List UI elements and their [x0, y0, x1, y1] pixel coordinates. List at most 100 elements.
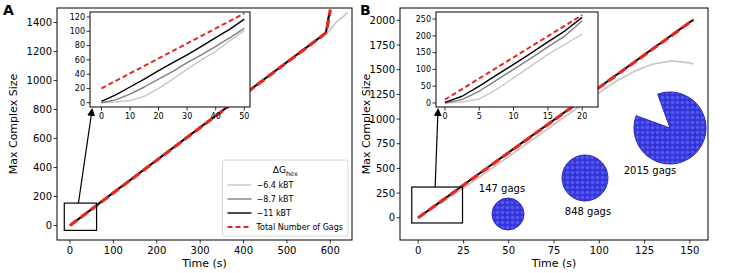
- y-tick-label: 100: [70, 27, 85, 36]
- legend-title-main: ΔG: [273, 165, 286, 175]
- y-tick-label: 2000: [370, 15, 395, 26]
- x-tick: [689, 240, 690, 244]
- legend: ΔGhex−6.4 kBT−8.7 kBT−11 kBTTotal Number…: [222, 160, 348, 236]
- y-tick-label: 1750: [370, 40, 395, 51]
- x-tick-label: 30: [182, 112, 192, 121]
- y-tick-label: 1500: [370, 64, 395, 75]
- legend-swatch: [227, 184, 251, 185]
- x-tick: [286, 240, 287, 244]
- x-tick: [200, 240, 201, 244]
- x-tick: [418, 240, 419, 244]
- y-tick-label: 1200: [27, 46, 52, 57]
- x-tick-label: 150: [680, 245, 699, 256]
- chart-3: 05101520050100150200250: [416, 12, 598, 121]
- legend-swatch: [227, 212, 251, 213]
- series-line: [445, 15, 582, 100]
- y-tick: [54, 225, 58, 226]
- zoom-box: [64, 203, 96, 230]
- y-tick-label: 600: [33, 133, 52, 144]
- x-tick-label: 0: [99, 112, 104, 121]
- chart-1: 01020304050020406080100120: [70, 12, 250, 121]
- y-tick-label: 1400: [27, 17, 52, 28]
- y-tick: [87, 31, 91, 32]
- y-tick: [397, 193, 401, 194]
- x-tick-label: 20: [153, 112, 163, 121]
- legend-swatch: [227, 198, 251, 199]
- x-tick-label: 25: [457, 245, 470, 256]
- x-tick: [101, 107, 102, 111]
- x-axis-label: Time (s): [531, 257, 577, 270]
- x-tick: [554, 240, 555, 244]
- x-tick: [130, 107, 131, 111]
- y-tick-label: 800: [33, 104, 52, 115]
- panel-title: B: [360, 2, 371, 18]
- legend-box: [222, 160, 348, 236]
- x-tick: [158, 107, 159, 111]
- x-tick-label: 100: [104, 245, 123, 256]
- y-tick-label: 20: [75, 84, 85, 93]
- legend-title-sub: hex: [286, 170, 298, 178]
- y-tick: [397, 119, 401, 120]
- y-tick-label: 1250: [370, 89, 395, 100]
- zoom-box: [412, 187, 463, 223]
- y-tick-label: 200: [33, 191, 52, 202]
- y-tick: [397, 143, 401, 144]
- y-tick: [433, 102, 437, 103]
- x-tick: [70, 240, 71, 244]
- y-tick: [433, 35, 437, 36]
- y-tick-label: 0: [426, 99, 431, 108]
- y-tick-label: 750: [376, 138, 395, 149]
- y-tick-label: 500: [376, 163, 395, 174]
- x-tick: [644, 240, 645, 244]
- y-tick-label: 400: [33, 162, 52, 173]
- x-tick: [444, 107, 445, 111]
- y-tick-label: 0: [80, 99, 85, 108]
- y-tick: [433, 86, 437, 87]
- y-tick: [397, 45, 401, 46]
- y-tick: [87, 59, 91, 60]
- y-axis-label: Max Complex Size: [360, 73, 373, 174]
- x-tick-label: 50: [239, 112, 249, 121]
- y-tick-label: 200: [416, 32, 431, 41]
- x-tick-label: 400: [234, 245, 253, 256]
- plot-frame: [400, 8, 708, 240]
- x-tick: [508, 240, 509, 244]
- chart-0: 0100200300400500600020040060080010001200…: [3, 2, 352, 270]
- y-tick-label: 100: [416, 65, 431, 74]
- x-tick-label: 0: [415, 245, 421, 256]
- x-tick-label: 50: [502, 245, 515, 256]
- plot-area: [101, 13, 244, 102]
- y-tick: [87, 17, 91, 18]
- y-tick: [87, 102, 91, 103]
- x-tick: [243, 240, 244, 244]
- x-tick-label: 0: [67, 245, 73, 256]
- x-tick: [187, 107, 188, 111]
- x-tick: [156, 240, 157, 244]
- y-tick-label: 250: [416, 15, 431, 24]
- legend-label: −11 kBT: [256, 209, 291, 218]
- x-tick: [330, 240, 331, 244]
- y-tick-label: 1000: [370, 114, 395, 125]
- annotation: 147 gags: [479, 183, 525, 194]
- x-tick: [582, 107, 583, 111]
- series-line: [101, 19, 244, 101]
- y-tick: [54, 196, 58, 197]
- y-axis-label: Max Complex Size: [7, 73, 20, 174]
- legend-label: −6.4 kBT: [256, 181, 293, 190]
- y-tick: [397, 69, 401, 70]
- gag-lattice-image: [562, 155, 608, 201]
- x-tick-label: 75: [548, 245, 561, 256]
- x-tick-label: 5: [477, 112, 482, 121]
- y-tick: [433, 52, 437, 53]
- y-tick: [54, 80, 58, 81]
- series-line: [101, 13, 244, 88]
- x-tick-label: 40: [211, 112, 221, 121]
- legend-label: −8.7 kBT: [256, 195, 293, 204]
- plot-frame: [57, 8, 352, 240]
- x-tick: [547, 107, 548, 111]
- y-tick: [397, 94, 401, 95]
- x-tick-label: 200: [147, 245, 166, 256]
- y-tick-label: 0: [389, 212, 395, 223]
- annotation: 848 gags: [565, 206, 611, 217]
- y-tick: [54, 138, 58, 139]
